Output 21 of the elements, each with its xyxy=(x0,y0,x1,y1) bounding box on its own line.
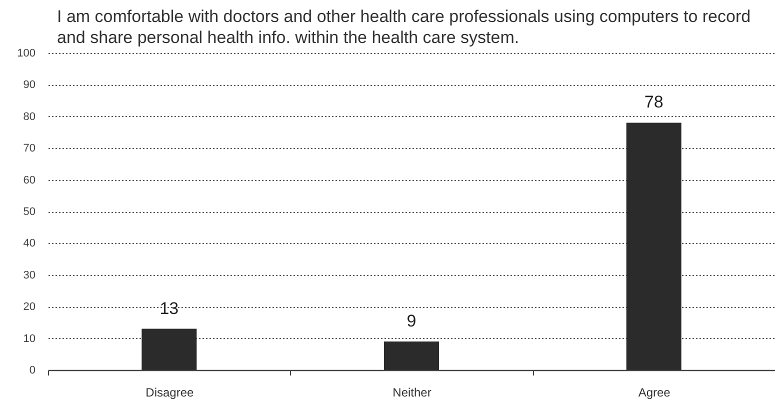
y-tick-label: 70 xyxy=(23,142,36,155)
data-label: 78 xyxy=(644,92,664,112)
y-tick-label: 40 xyxy=(23,238,36,250)
bar xyxy=(142,328,197,370)
chart-title: I am comfortable with doctors and other health care professionals using computers to record and share personal health info. within the health care system. xyxy=(57,7,751,47)
y-tick-label: 30 xyxy=(23,269,36,282)
y-tick-label: 80 xyxy=(23,110,36,123)
data-label: 13 xyxy=(160,298,179,318)
bar xyxy=(384,341,439,370)
y-tick-label: 100 xyxy=(17,48,36,60)
x-tick-label: Agree xyxy=(638,386,671,400)
bar xyxy=(626,122,682,370)
y-tick-label: 90 xyxy=(23,79,36,92)
y-tick-label: 10 xyxy=(23,332,36,345)
x-tick-label: Disagree xyxy=(146,386,194,400)
y-tick-label: 0 xyxy=(29,364,36,376)
data-label: 9 xyxy=(406,311,416,330)
x-tick-label: Neither xyxy=(392,386,432,400)
y-tick-label: 60 xyxy=(23,174,36,186)
y-tick-label: 50 xyxy=(23,206,36,218)
y-tick-label: 20 xyxy=(23,301,36,314)
